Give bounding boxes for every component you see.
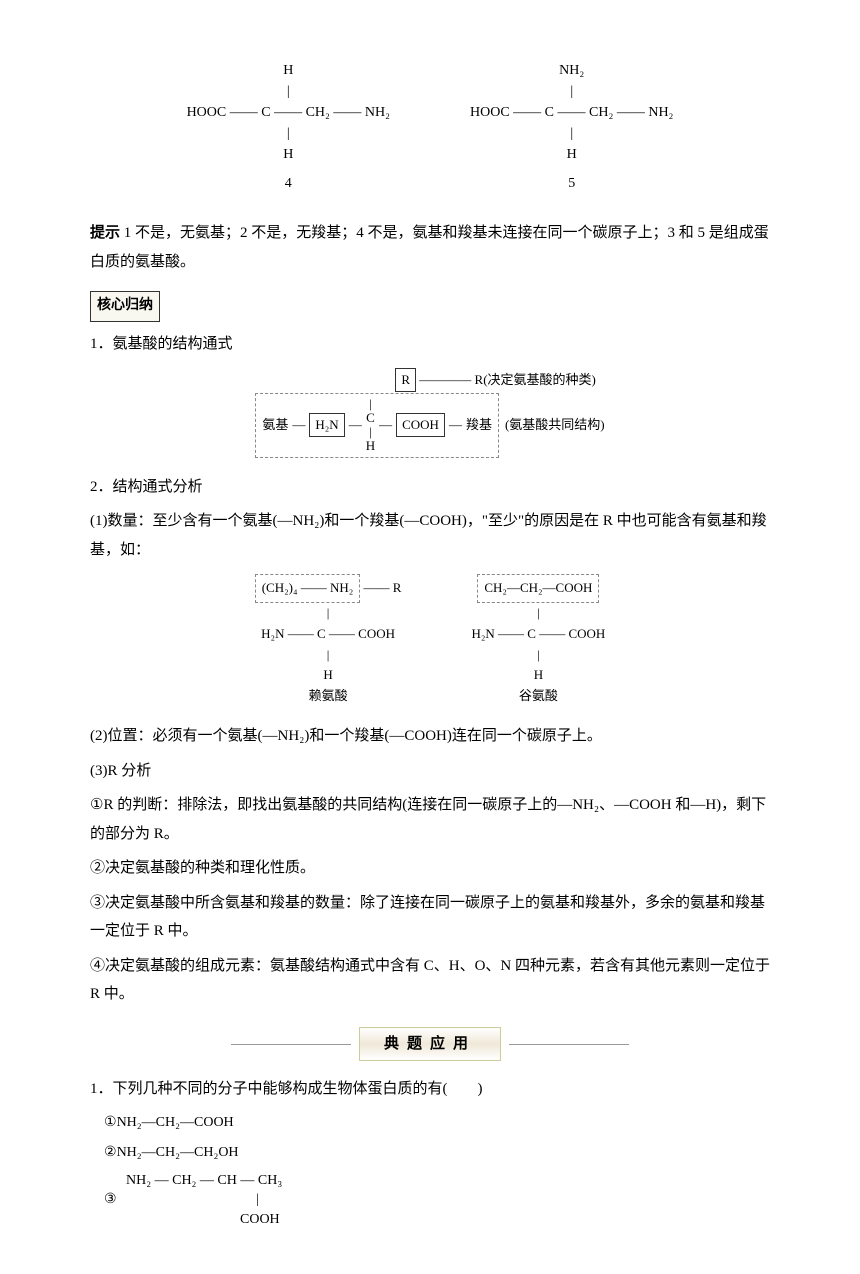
- mol1-formula: NH₂—CH₂—COOH: [117, 1115, 234, 1130]
- glu-line2: |: [471, 645, 605, 666]
- mol3-label: ③: [104, 1190, 126, 1210]
- lys-bottom: H: [255, 665, 402, 686]
- hint-label: 提示: [90, 225, 120, 241]
- banner-line-left: [231, 1044, 351, 1045]
- lys-rbox: (CH₂)₄ —— NH₂: [255, 574, 361, 603]
- s4-line2: |: [187, 123, 390, 144]
- sub-2-1: (1)数量：至少含有一个氨基(—NH₂)和一个羧基(—COOH)，"至少"的原因…: [90, 507, 770, 564]
- molecule-3: NH₂ — CH₂ — CH — CH₃ ③ | COOH: [104, 1171, 770, 1230]
- s5-line2: |: [470, 123, 673, 144]
- gf-top-row: R ———— R(决定氨基酸的种类): [90, 368, 770, 392]
- sub-2-3-4: ④决定氨基酸的组成元素：氨基酸结构通式中含有 C、H、O、N 四种元素，若含有其…: [90, 952, 770, 1009]
- glu-line1: |: [471, 603, 605, 624]
- question-1: 1．下列几种不同的分子中能够构成生物体蛋白质的有( ): [90, 1075, 770, 1104]
- gf-c-top: |: [369, 396, 372, 411]
- glu-bottom: H: [471, 665, 605, 686]
- sub-2-3: (3)R 分析: [90, 757, 770, 786]
- s5-top: NH₂: [470, 60, 673, 81]
- gf-amino-label: 氨基: [262, 415, 288, 435]
- section-banner: 典题应用: [90, 1027, 770, 1062]
- glu-name: 谷氨酸: [471, 686, 605, 707]
- s4-num: 4: [187, 173, 390, 194]
- banner-line-right: [509, 1044, 629, 1045]
- gf-r-box: R: [395, 368, 416, 392]
- hint-text: 1 不是，无氨基；2 不是，无羧基；4 不是，氨基和羧基未连接在同一个碳原子上；…: [90, 225, 769, 270]
- gf-dashed-box: 氨基 — H₂N — | C | H — COOH — 羧基: [255, 393, 499, 458]
- s4-mid: HOOC —— C —— CH₂ —— NH₂: [187, 102, 390, 123]
- sub-2-3-1: ①R 的判断：排除法，即找出氨基酸的共同结构(连接在同一碳原子上的—NH₂、—C…: [90, 791, 770, 848]
- mol3-line1: NH₂ — CH₂ — CH — CH₃: [126, 1171, 282, 1191]
- s4-top: H: [187, 60, 390, 81]
- mol2-formula: NH₂—CH₂—CH₂OH: [117, 1145, 239, 1160]
- molecule-1: ①NH₂—CH₂—COOH: [104, 1110, 770, 1137]
- s5-bottom: H: [470, 144, 673, 165]
- item-2: 2．结构通式分析: [90, 473, 770, 502]
- lys-name: 赖氨酸: [255, 686, 402, 707]
- top-structures: H | HOOC —— C —— CH₂ —— NH₂ | H 4 NH₂ | …: [90, 60, 770, 194]
- structure-5: NH₂ | HOOC —— C —— CH₂ —— NH₂ | H 5: [470, 60, 673, 194]
- lys-line1: |: [255, 603, 402, 624]
- gf-common-desc: (氨基酸共同结构): [505, 415, 605, 435]
- sub-2-2: (2)位置：必须有一个氨基(—NH₂)和一个羧基(—COOH)连在同一个碳原子上…: [90, 722, 770, 751]
- gf-c-bot: H: [366, 438, 375, 453]
- core-summary-box: 核心归纳: [90, 291, 160, 322]
- sub-2-3-2: ②决定氨基酸的种类和理化性质。: [90, 854, 770, 883]
- general-formula-diagram: R ———— R(决定氨基酸的种类) 氨基 — H₂N — | C | H — …: [90, 368, 770, 458]
- mol1-label: ①: [104, 1115, 117, 1130]
- lys-mid: H₂N —— C —— COOH: [255, 624, 402, 645]
- glu-mid: H₂N —— C —— COOH: [471, 624, 605, 645]
- glu-rbox: CH₂—CH₂—COOH: [477, 574, 599, 603]
- hint-paragraph: 提示 1 不是，无氨基；2 不是，无羧基；4 不是，氨基和羧基未连接在同一个碳原…: [90, 219, 770, 276]
- lysine-structure: (CH₂)₄ —— NH₂ —— R | H₂N —— C —— COOH | …: [255, 574, 402, 707]
- s4-bottom: H: [187, 144, 390, 165]
- mol2-label: ②: [104, 1145, 117, 1160]
- r-label: R: [393, 580, 402, 595]
- s5-num: 5: [470, 173, 673, 194]
- molecule-2: ②NH₂—CH₂—CH₂OH: [104, 1140, 770, 1167]
- sub-2-3-3: ③决定氨基酸中所含氨基和羧基的数量：除了连接在同一碳原子上的氨基和羧基外，多余的…: [90, 889, 770, 946]
- gf-c-col: | C | H: [366, 397, 375, 454]
- gf-c-line2: |: [369, 424, 372, 439]
- mol3-line3: COOH: [240, 1210, 280, 1230]
- gf-carboxyl-label: 羧基: [466, 415, 492, 435]
- gf-r-desc: R(决定氨基酸的种类): [475, 372, 596, 387]
- gf-mid-row: 氨基 — H₂N — | C | H — COOH — 羧基 (氨基酸共同结构): [90, 393, 770, 458]
- mol3-line2: |: [256, 1190, 259, 1210]
- examples-row: (CH₂)₄ —— NH₂ —— R | H₂N —— C —— COOH | …: [90, 574, 770, 707]
- s5-line1: |: [470, 81, 673, 102]
- glutamic-structure: CH₂—CH₂—COOH | H₂N —— C —— COOH | H 谷氨酸: [471, 574, 605, 707]
- gf-r-line: ————: [419, 372, 474, 387]
- structure-4: H | HOOC —— C —— CH₂ —— NH₂ | H 4: [187, 60, 390, 194]
- item-1: 1．氨基酸的结构通式: [90, 330, 770, 359]
- banner-text: 典题应用: [359, 1027, 501, 1062]
- lys-line2: |: [255, 645, 402, 666]
- s4-line1: |: [187, 81, 390, 102]
- gf-c-mid: C: [366, 410, 375, 425]
- gf-h2n: H₂N: [309, 413, 344, 437]
- gf-cooh: COOH: [396, 413, 445, 437]
- s5-mid: HOOC —— C —— CH₂ —— NH₂: [470, 102, 673, 123]
- lys-r-conn: ——: [360, 580, 393, 595]
